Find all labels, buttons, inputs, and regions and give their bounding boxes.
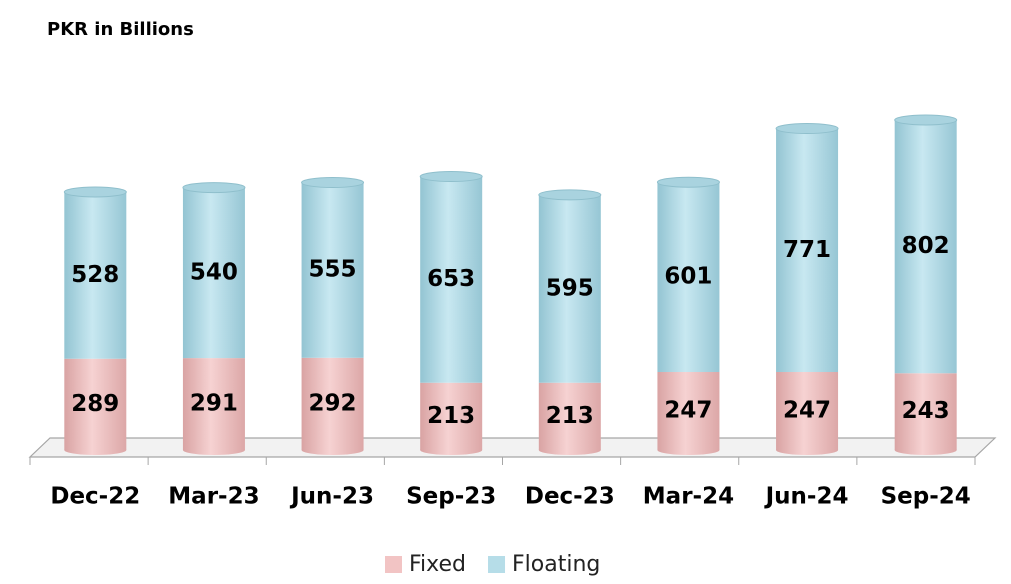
x-tick-label: Sep-23 [406, 484, 496, 510]
value-label: 653 [427, 266, 475, 292]
value-label: 213 [546, 403, 594, 429]
bar-bottom [182, 445, 245, 455]
bar-segment [301, 182, 364, 358]
x-tick-label: Jun-23 [289, 484, 374, 510]
bar-segment [657, 182, 720, 372]
value-label: 802 [902, 233, 950, 259]
bar-top [182, 182, 246, 194]
floor [28, 437, 997, 458]
bar-bottom [420, 445, 483, 455]
bar-segment [420, 176, 483, 383]
bar-bottom [64, 445, 127, 455]
bar-segment [894, 120, 957, 374]
bar-segment [182, 187, 245, 359]
bar-segment [894, 373, 957, 450]
legend-swatch [488, 556, 506, 573]
x-tick-label: Jun-24 [764, 484, 849, 510]
value-label: 540 [190, 259, 238, 285]
x-tick-label: Mar-24 [643, 484, 734, 510]
x-tick-label: Mar-23 [168, 484, 259, 510]
bar-segment [776, 128, 839, 372]
x-tick-label: Dec-23 [525, 484, 615, 510]
bar-segment [657, 372, 720, 450]
value-label: 243 [902, 398, 950, 424]
legend-label: Floating [512, 552, 600, 577]
chart-title: PKR in Billions [47, 19, 194, 40]
value-label: 601 [664, 264, 712, 290]
bar-segment [538, 194, 601, 383]
value-label: 291 [190, 391, 238, 417]
bar-top [656, 176, 720, 188]
bar-bottom [538, 445, 601, 455]
bar-segment [64, 358, 127, 450]
bar-bottom [657, 445, 720, 455]
legend-label: Fixed [409, 552, 466, 577]
bar-top [63, 186, 127, 198]
bar-segment [182, 358, 245, 450]
value-label: 528 [71, 262, 119, 288]
value-label: 771 [783, 237, 831, 263]
value-label: 595 [546, 275, 594, 301]
value-label: 247 [664, 398, 712, 424]
value-label: 555 [309, 257, 357, 283]
bar-bottom [776, 445, 839, 455]
bar-top [894, 114, 958, 126]
bar-segment [776, 372, 839, 450]
bar-segment [301, 357, 364, 450]
value-label: 289 [71, 391, 119, 417]
bar-bottom [301, 445, 364, 455]
bar-top [775, 123, 839, 135]
bar-segment [538, 382, 601, 450]
bar-segment [420, 382, 483, 450]
value-label: 213 [427, 403, 475, 429]
value-label: 292 [309, 390, 357, 416]
legend-swatch [385, 556, 402, 573]
bar-top [419, 171, 483, 183]
x-tick-label: Sep-24 [881, 484, 971, 510]
x-tick-label: Dec-22 [50, 484, 140, 510]
bar-segment [64, 192, 127, 359]
value-label: 247 [783, 398, 831, 424]
bar-bottom [894, 445, 957, 455]
bar-top [301, 177, 365, 189]
bar-top [538, 189, 602, 201]
